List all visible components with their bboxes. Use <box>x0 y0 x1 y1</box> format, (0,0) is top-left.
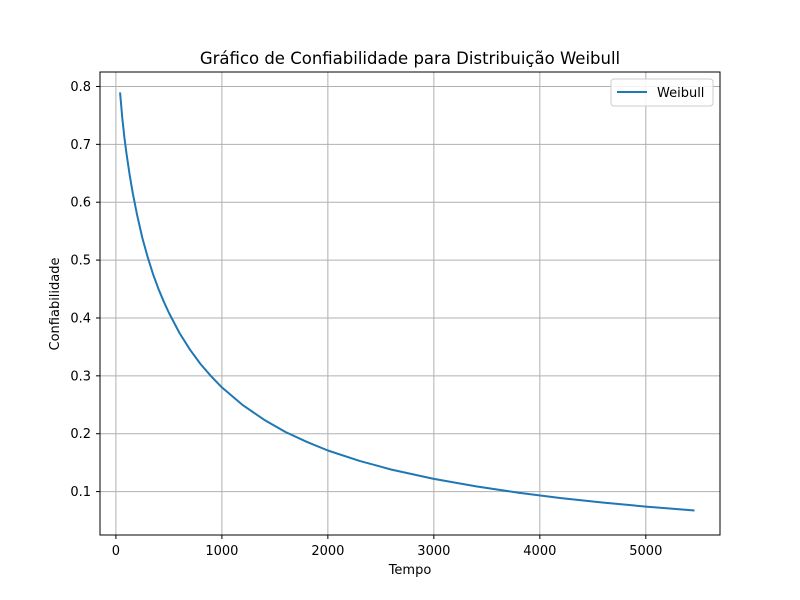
x-tick-label: 2000 <box>311 544 344 559</box>
legend-label-weibull: Weibull <box>657 86 704 101</box>
y-tick-label: 0.8 <box>70 80 91 95</box>
x-axis: 0 1000 2000 3000 4000 5000 <box>112 535 662 559</box>
y-tick-label: 0.4 <box>70 311 91 326</box>
y-tick-label: 0.2 <box>70 427 91 442</box>
x-tick-label: 3000 <box>417 544 450 559</box>
y-axis: 0.1 0.2 0.3 0.4 0.5 0.6 0.7 0.8 <box>70 80 100 500</box>
x-axis-label: Tempo <box>388 563 432 578</box>
y-tick-label: 0.7 <box>70 138 91 153</box>
x-tick-label: 5000 <box>629 544 662 559</box>
plot-frame <box>99 71 721 536</box>
x-tick-label: 4000 <box>523 544 556 559</box>
legend-box <box>610 78 714 107</box>
y-axis-label: Confiabilidade <box>48 258 63 351</box>
x-tick-label: 0 <box>112 544 120 559</box>
y-tick-label: 0.5 <box>70 254 91 269</box>
series-line-weibull <box>119 92 695 512</box>
grid <box>100 72 720 535</box>
y-tick-label: 0.3 <box>70 369 91 384</box>
y-tick-label: 0.6 <box>70 196 91 211</box>
plot-area <box>100 72 720 535</box>
y-tick-label: 0.1 <box>70 485 91 500</box>
chart-title: Gráfico de Confiabilidade para Distribui… <box>200 49 620 68</box>
series-layer <box>119 92 695 512</box>
legend: Weibull <box>610 78 714 107</box>
x-tick-label: 1000 <box>205 544 238 559</box>
